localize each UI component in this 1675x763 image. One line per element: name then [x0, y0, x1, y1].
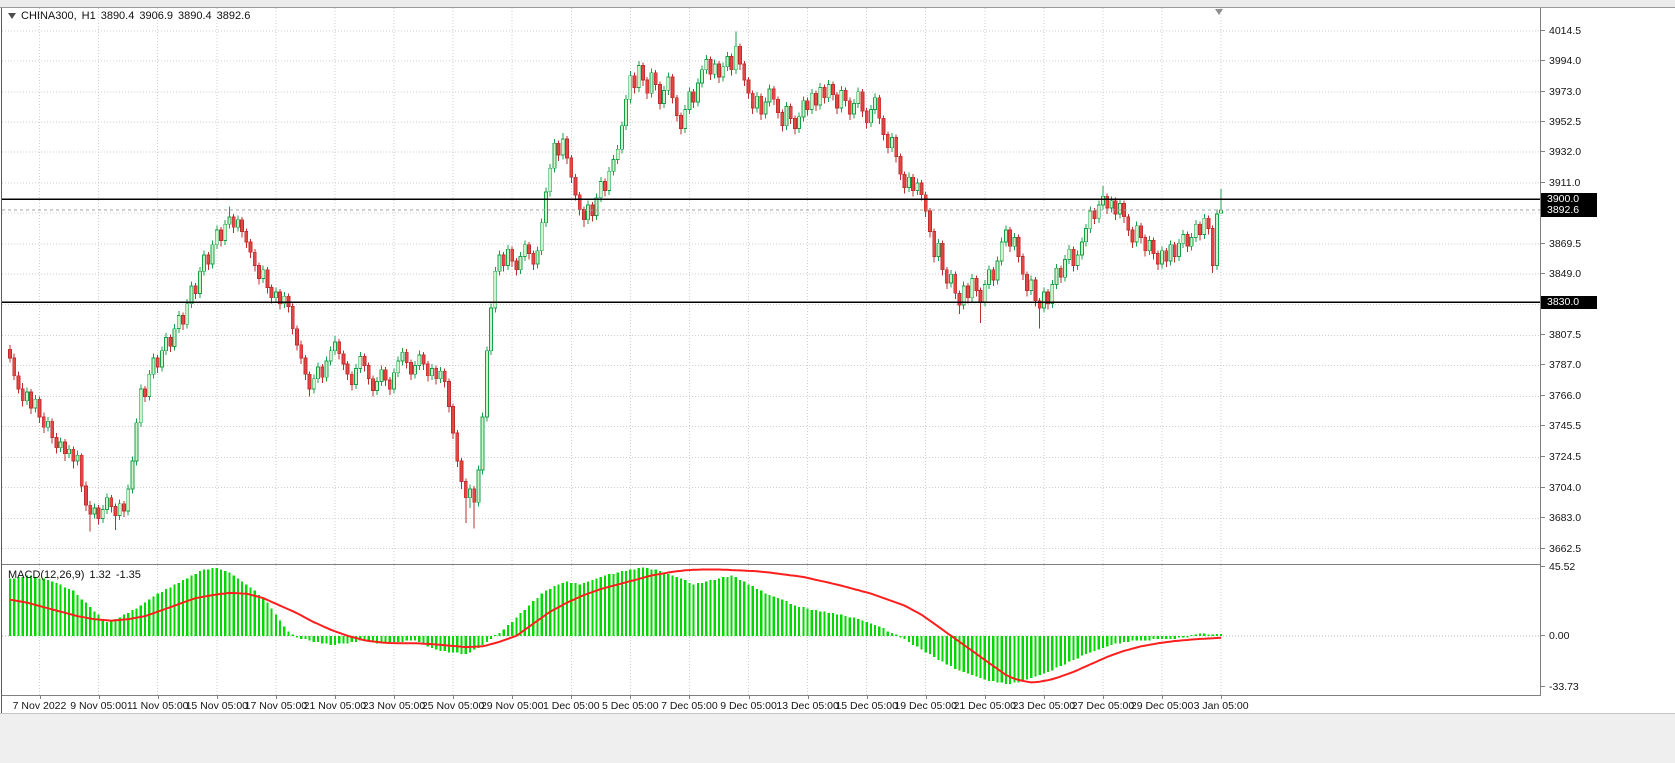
price-chart-canvas[interactable] [2, 8, 1540, 564]
time-label: 13 Dec 05:00 [776, 700, 839, 712]
time-tick [925, 696, 927, 699]
time-tick [39, 696, 41, 699]
timeframe-label: H1 [81, 10, 96, 22]
time-label: 23 Nov 05:00 [362, 700, 426, 712]
macd-canvas[interactable] [2, 565, 1540, 696]
time-tick [984, 696, 986, 699]
time-tick [394, 696, 395, 699]
time-tick [1162, 696, 1164, 699]
time-tick [453, 696, 455, 699]
price-tick-label: 4014.5 [1541, 25, 1581, 37]
macd-tick-label: 0.00 [1541, 630, 1569, 642]
symbol-dropdown-icon[interactable] [8, 13, 16, 19]
price-tick-label: 3683.0 [1541, 512, 1581, 524]
indicator-signal-value: -1.35 [115, 569, 141, 581]
time-label: 17 Nov 05:00 [244, 700, 308, 712]
time-label: 9 Dec 05:00 [720, 700, 777, 712]
time-tick [216, 696, 218, 699]
time-label: 23 Dec 05:00 [1012, 700, 1076, 712]
time-tick [748, 696, 750, 699]
time-label: 15 Dec 05:00 [835, 700, 898, 712]
time-tick [630, 696, 632, 699]
time-label: 3 Jan 05:00 [1193, 700, 1249, 712]
time-tick [689, 696, 691, 699]
time-label: 19 Dec 05:00 [894, 700, 957, 712]
price-tick-label: 3787.0 [1541, 359, 1581, 371]
price-tick-label: 3932.0 [1541, 146, 1581, 158]
price-tick-label: 3973.0 [1541, 86, 1581, 98]
price-tick-label: 3952.5 [1541, 116, 1581, 128]
price-tick-label: 3704.0 [1541, 482, 1581, 494]
macd-pane[interactable] [2, 565, 1540, 696]
price-tick-label: 3662.5 [1541, 543, 1581, 555]
price-axis-divider [1540, 8, 1541, 696]
ohlc-low: 3890.4 [178, 10, 212, 22]
time-label: 1 Dec 05:00 [542, 700, 600, 712]
time-label: 9 Nov 05:00 [70, 700, 127, 712]
price-tick-label: 3994.0 [1541, 55, 1581, 67]
symbol-name: CHINA300, [21, 10, 77, 22]
time-tick [1221, 696, 1223, 699]
chart-shift-marker-icon [1215, 9, 1223, 15]
time-tick [866, 696, 868, 699]
time-axis[interactable]: 7 Nov 2022 9 Nov 05:00 11 Nov 05:00 15 Nov … [2, 696, 1602, 713]
time-label: 29 Nov 05:00 [480, 700, 544, 712]
price-tick-label: 3807.5 [1541, 329, 1581, 341]
price-tick-label: 3911.0 [1541, 177, 1580, 189]
price-tick-label: 3766.0 [1541, 390, 1581, 402]
time-label: 29 Dec 05:00 [1130, 700, 1194, 712]
pane-separator-bottom[interactable] [2, 695, 1540, 696]
time-tick [571, 696, 573, 699]
symbol-info: CHINA300, H1 3890.4 3906.9 3890.4 3892.6 [8, 10, 255, 22]
price-tick-label: 3849.0 [1541, 268, 1581, 280]
ohlc-close: 3892.6 [216, 10, 251, 22]
time-tick [157, 696, 159, 699]
price-level-tag: 3900.0 [1541, 192, 1597, 206]
indicator-main-value: 1.32 [89, 569, 111, 581]
window-top-strip [0, 0, 1675, 8]
time-tick [1103, 696, 1104, 699]
time-tick [98, 696, 100, 699]
macd-tick-label: -33.73 [1541, 681, 1579, 693]
price-tick-label: 3724.5 [1541, 451, 1581, 463]
time-tick [275, 696, 277, 699]
time-tick [807, 696, 809, 699]
pane-separator[interactable] [2, 564, 1540, 565]
ohlc-open: 3890.4 [100, 10, 135, 22]
time-label: 11 Nov 05:00 [126, 700, 189, 712]
time-label: 21 Dec 05:00 [953, 700, 1017, 712]
chart-left-border [1, 8, 2, 713]
time-label: 27 Dec 05:00 [1071, 700, 1135, 712]
current-price-tag: 3892.6 [1541, 203, 1597, 217]
price-chart-pane[interactable] [2, 8, 1540, 564]
price-tick-label: 3869.5 [1541, 238, 1581, 250]
time-label: 7 Nov 2022 [12, 700, 67, 712]
time-label: 25 Nov 05:00 [421, 700, 485, 712]
price-level-tag: 3830.0 [1541, 295, 1597, 309]
indicator-name: MACD(12,26,9) [8, 569, 85, 581]
price-axis[interactable]: 4014.5 3994.0 3973.0 3952.5 3932.0 3911.0 3869… [1541, 8, 1675, 696]
macd-tick-label: 45.52 [1541, 561, 1575, 573]
time-label: 21 Nov 05:00 [303, 700, 367, 712]
price-tick-label: 3745.5 [1541, 420, 1581, 432]
time-label: 15 Nov 05:00 [185, 700, 249, 712]
time-tick [512, 696, 514, 699]
time-tick [1043, 696, 1045, 699]
platform-bottom-area [0, 713, 1675, 763]
ohlc-high: 3906.9 [139, 10, 174, 22]
time-label: 7 Dec 05:00 [661, 700, 718, 712]
time-label: 5 Dec 05:00 [601, 700, 659, 712]
time-tick [334, 696, 336, 699]
indicator-label: MACD(12,26,9) 1.32 -1.35 [8, 569, 146, 581]
